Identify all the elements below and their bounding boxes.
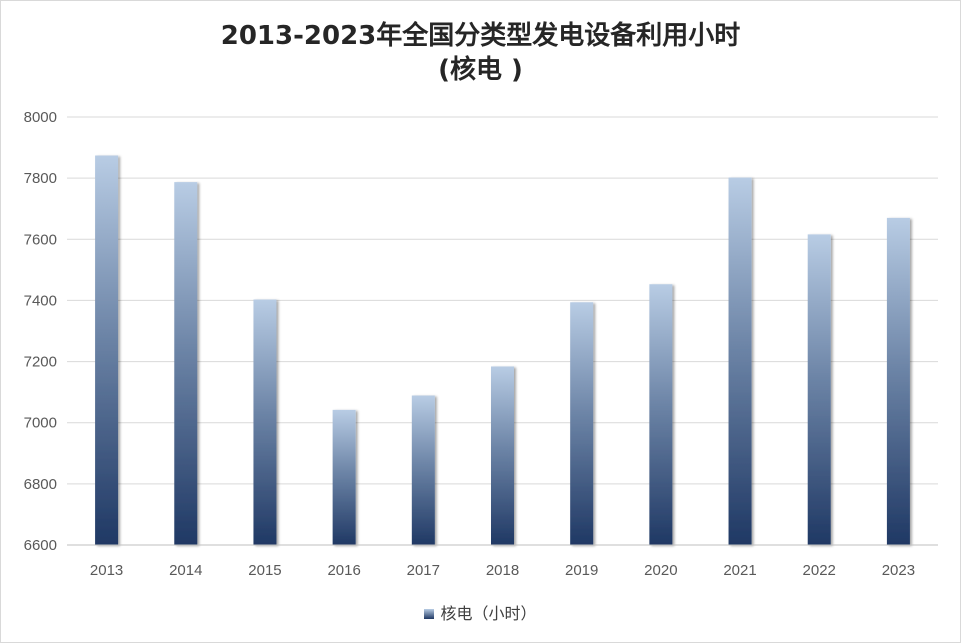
y-tick-label: 6800 <box>24 476 57 493</box>
x-tick-label: 2022 <box>803 562 836 579</box>
x-tick-label: 2020 <box>644 562 677 579</box>
x-tick-label: 2019 <box>565 562 598 579</box>
y-tick-label: 7000 <box>24 415 57 432</box>
legend: 核电（小时） <box>1 600 960 624</box>
y-tick-label: 8000 <box>24 109 57 126</box>
bars <box>95 155 910 546</box>
x-tick-label: 2016 <box>327 562 360 579</box>
x-tick-label: 2015 <box>248 562 281 579</box>
y-axis-ticks: 6600 6800 7000 7200 7400 7600 7800 8000 <box>24 109 57 554</box>
y-tick-label: 7200 <box>24 354 57 371</box>
x-tick-label: 2018 <box>486 562 519 579</box>
bar-2017 <box>411 395 435 545</box>
bar-2020 <box>649 284 673 545</box>
bar-2021 <box>728 177 752 545</box>
x-tick-label: 2023 <box>882 562 915 579</box>
chart-title-line1: 2013-2023年全国分类型发电设备利用小时 <box>220 21 741 51</box>
bar-2018 <box>491 366 514 545</box>
legend-label: 核电（小时） <box>440 604 537 623</box>
x-tick-label: 2021 <box>723 562 756 579</box>
legend-swatch <box>424 609 435 619</box>
chart-title-line2: (核电 ) <box>438 55 523 85</box>
x-tick-label: 2017 <box>407 562 440 579</box>
y-tick-label: 6600 <box>24 537 57 554</box>
x-tick-label: 2014 <box>169 562 202 579</box>
bar-2023 <box>886 217 910 545</box>
bar-2014 <box>174 182 198 546</box>
x-axis-ticks: 2013 2014 2015 2016 2017 2018 2019 2020 2021 2022… <box>67 544 938 579</box>
bar-2022 <box>807 234 831 545</box>
bar-2019 <box>570 302 594 545</box>
chart-title: 2013-2023年全国分类型发电设备利用小时 (核电 ) <box>1 19 960 87</box>
bar-2013 <box>95 155 119 545</box>
bar-2015 <box>253 299 277 545</box>
y-tick-label: 7600 <box>24 231 57 248</box>
x-tick-label: 2013 <box>90 562 123 579</box>
y-tick-label: 7800 <box>24 170 57 187</box>
y-tick-label: 7400 <box>24 292 57 309</box>
bar-2016 <box>332 409 356 545</box>
